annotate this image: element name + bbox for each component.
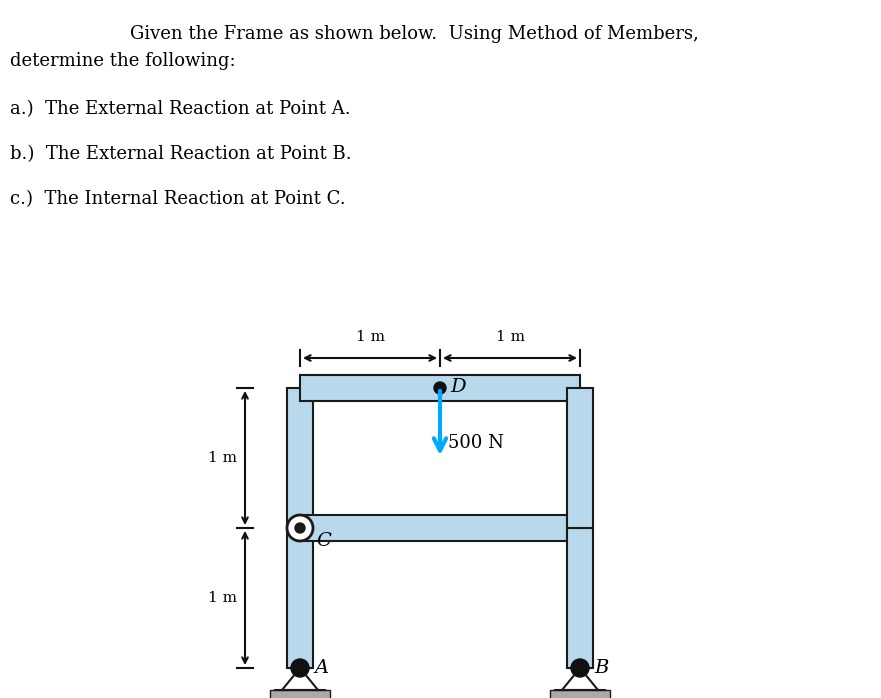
Bar <box>300 375 580 401</box>
Text: 1 m: 1 m <box>495 330 524 344</box>
Text: 500 N: 500 N <box>448 434 504 452</box>
Text: 1 m: 1 m <box>356 330 384 344</box>
Text: a.)  The External Reaction at Point A.: a.) The External Reaction at Point A. <box>10 100 351 118</box>
Polygon shape <box>562 668 598 690</box>
Text: A: A <box>314 659 328 677</box>
Circle shape <box>287 515 313 541</box>
Text: 1 m: 1 m <box>209 591 238 605</box>
Polygon shape <box>282 668 318 690</box>
Text: Given the Frame as shown below.  Using Method of Members,: Given the Frame as shown below. Using Me… <box>130 25 699 43</box>
Bar <box>567 388 593 528</box>
Bar <box>287 388 313 668</box>
Text: c.)  The Internal Reaction at Point C.: c.) The Internal Reaction at Point C. <box>10 190 345 208</box>
Text: determine the following:: determine the following: <box>10 52 235 70</box>
Text: C: C <box>316 532 331 550</box>
Circle shape <box>571 659 589 677</box>
Circle shape <box>434 382 446 394</box>
Text: D: D <box>450 378 466 396</box>
Bar <box>270 690 330 698</box>
Bar <box>567 528 593 668</box>
Text: b.)  The External Reaction at Point B.: b.) The External Reaction at Point B. <box>10 145 352 163</box>
Bar <box>300 515 580 541</box>
Circle shape <box>295 523 305 533</box>
Text: 1 m: 1 m <box>209 451 238 465</box>
Circle shape <box>291 659 309 677</box>
Bar <box>550 690 610 698</box>
Text: B: B <box>594 659 609 677</box>
